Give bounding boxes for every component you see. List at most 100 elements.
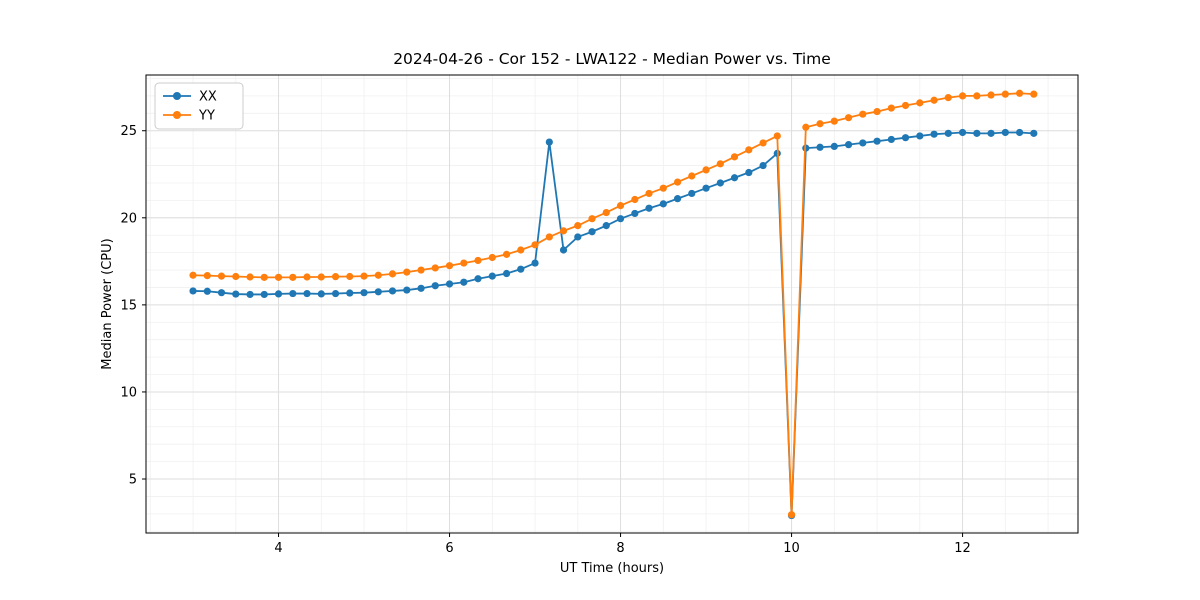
series-XX-marker [759,161,767,170]
series-XX-marker [1030,129,1038,137]
y-tick-label: 5 [129,473,137,488]
series-YY-marker [844,114,853,122]
y-tick-label: 25 [120,124,137,139]
series-YY-marker [916,99,924,107]
series-XX-marker [1001,128,1009,137]
series-YY-marker [246,273,254,281]
series-YY-marker [232,272,240,281]
plot-frame [145,74,1079,534]
series-YY-marker [688,172,696,180]
series-XX-marker [346,289,354,297]
x-axis-label: UT Time (hours) [560,561,664,576]
plot-area: 4 6 8 10 12 5 10 15 20 25 XX YY [120,74,1079,556]
series-XX-marker [246,290,254,299]
series-YY-marker [289,273,297,281]
series-YY-marker [859,110,867,118]
series-YY-marker [260,273,268,281]
series-YY-marker [816,120,824,128]
series-YY-marker [958,92,967,100]
series-YY-marker [659,184,667,192]
series-XX-marker [745,168,753,177]
series-XX-marker [930,130,938,138]
y-tick-label: 15 [120,298,137,313]
series-XX-marker [730,174,739,182]
series-YY-marker [773,132,781,140]
series-XX-marker [559,246,568,254]
legend: XX YY [154,82,244,130]
series-XX-marker [417,284,425,292]
series-YY-marker [730,153,739,161]
series-YY-marker [602,208,610,217]
series-XX-marker [374,288,382,296]
series-XX-marker [702,184,710,192]
series-YY-marker [531,241,539,249]
series-XX-marker [916,132,924,140]
series-XX-marker [716,179,724,187]
series-YY-marker [745,146,753,154]
series-XX-marker [588,228,596,236]
series-YY-marker [303,273,311,281]
series-XX-marker [987,129,995,137]
series-XX-marker [944,129,952,137]
series-YY-marker [802,123,810,131]
x-tick-label: 8 [616,541,624,556]
series-YY-marker [645,189,653,198]
series-YY-marker [787,511,796,519]
series-XX-marker [973,129,981,137]
series-XX-marker [189,287,197,295]
series-XX-marker [474,275,482,283]
series-XX-marker [574,233,582,241]
series-XX-marker [545,138,553,146]
series-XX-marker [331,289,340,298]
series-YY-marker [987,91,995,99]
series-XX-marker [1016,128,1024,137]
series-YY-marker [830,117,838,125]
series-YY-marker [631,195,639,204]
series-XX-marker [403,286,411,294]
series-YY-marker [388,270,397,278]
series-YY-marker [502,250,511,258]
series-YY-marker [759,139,767,147]
x-tick-label: 12 [954,541,971,556]
series-YY-marker [1030,90,1038,98]
series-YY-marker [702,166,710,174]
series-XX-marker [659,200,667,208]
series-YY-marker [431,264,439,272]
series-YY-marker [203,272,211,280]
series-XX-marker [289,289,297,298]
series-YY-marker [217,272,226,280]
series-XX-marker [203,287,211,295]
series-YY-marker [403,268,411,276]
series-YY-marker [274,273,283,281]
series-XX-marker [859,139,867,147]
series-YY-marker [474,256,482,265]
series-XX-marker [460,278,468,286]
series-YY-marker [331,273,340,281]
series-YY-marker [1016,89,1024,97]
series-YY-marker [346,272,354,281]
series-YY-marker [588,215,596,223]
series-XX-marker [274,290,283,298]
series-XX-marker [616,215,625,223]
series-XX-marker [602,222,610,230]
series-YY-marker [944,94,952,102]
series-YY-marker [673,178,682,186]
series-YY-marker [445,262,454,270]
series-YY-marker [360,272,368,280]
series-XX-marker [260,290,268,299]
series-YY-marker [901,101,910,110]
series-YY-marker [887,104,895,112]
series-YY-marker [559,227,568,235]
series-XX-marker [901,134,910,142]
series-XX-marker [360,289,368,297]
x-tick-label: 10 [783,541,800,556]
legend-label-YY: YY [198,109,215,124]
series-XX-marker [388,287,397,295]
chart-title: 2024-04-26 - Cor 152 - LWA122 - Median P… [393,50,831,68]
series-YY-marker [716,160,724,168]
series-YY-marker [930,96,938,104]
series-YY-marker [973,92,981,100]
series-XX-marker [517,265,525,273]
series-XX-marker [217,289,226,297]
series-XX-marker [887,135,895,144]
